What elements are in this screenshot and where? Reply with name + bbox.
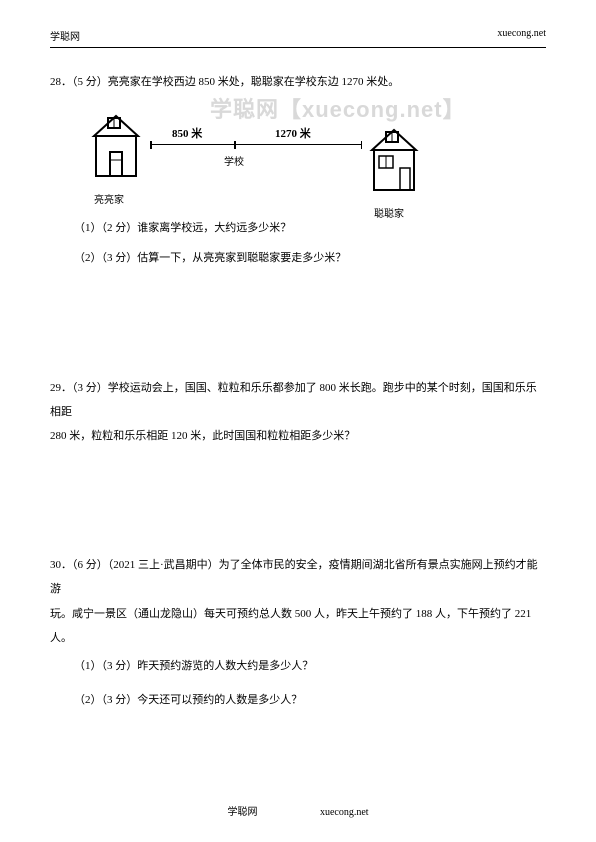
problem-30: 30．（6 分）（2021 三上·武昌期中）为了全体市民的安全，疫情期间湖北省所… [50,553,546,712]
p28-stem: 28．（5 分）亮亮家在学校西边 850 米处，聪聪家在学校东边 1270 米处… [50,70,546,94]
p30-line1: 30．（6 分）（2021 三上·武昌期中）为了全体市民的安全，疫情期间湖北省所… [50,553,546,601]
footer-right: xuecong.net [320,807,369,818]
p28-q1: （1）（2 分）谁家离学校远，大约远多少米？ [74,216,546,240]
header-right: xuecong.net [497,28,546,43]
house-right-icon [368,126,420,198]
p30-subquestions: （1）（3 分）昨天预约游览的人数大约是多少人？ （2）（3 分）今天还可以预约… [50,654,546,712]
p28-diagram: 850 米 1270 米 学校 亮亮家 聪聪家 [90,104,420,204]
label-1270: 1270 米 [275,122,311,146]
p28-q2: （2）（3 分）估算一下，从亮亮家到聪聪家要走多少米？ [74,246,546,270]
label-liangliang: 亮亮家 [94,190,124,212]
p29-line2: 280 米，粒粒和乐乐相距 120 米，此时国国和粒粒相距多少米？ [50,424,546,448]
house-left-icon [90,112,142,184]
p30-q1: （1）（3 分）昨天预约游览的人数大约是多少人？ [74,654,546,678]
p28-subquestions: （1）（2 分）谁家离学校远，大约远多少米？ （2）（3 分）估算一下，从亮亮家… [50,216,546,270]
header-left: 学聪网 [50,28,80,43]
problem-29: 29．（3 分）学校运动会上，国国、粒粒和乐乐都参加了 800 米长跑。跑步中的… [50,376,546,449]
label-850: 850 米 [172,122,202,146]
p30-q2: （2）（3 分）今天还可以预约的人数是多少人？ [74,688,546,712]
p30-line2: 玩。咸宁一景区（通山龙隐山）每天可预约总人数 500 人，昨天上午预约了 188… [50,602,546,650]
problem-28: 28．（5 分）亮亮家在学校西边 850 米处，聪聪家在学校东边 1270 米处… [50,70,546,271]
label-congcong: 聪聪家 [374,204,404,226]
school-tick [234,141,236,149]
label-school: 学校 [224,152,244,174]
page-footer: 学聪网 xuecong.net [0,803,596,818]
p29-line1: 29．（3 分）学校运动会上，国国、粒粒和乐乐都参加了 800 米长跑。跑步中的… [50,376,546,424]
footer-left: 学聪网 [227,807,257,818]
page-header: 学聪网 xuecong.net [50,28,546,48]
